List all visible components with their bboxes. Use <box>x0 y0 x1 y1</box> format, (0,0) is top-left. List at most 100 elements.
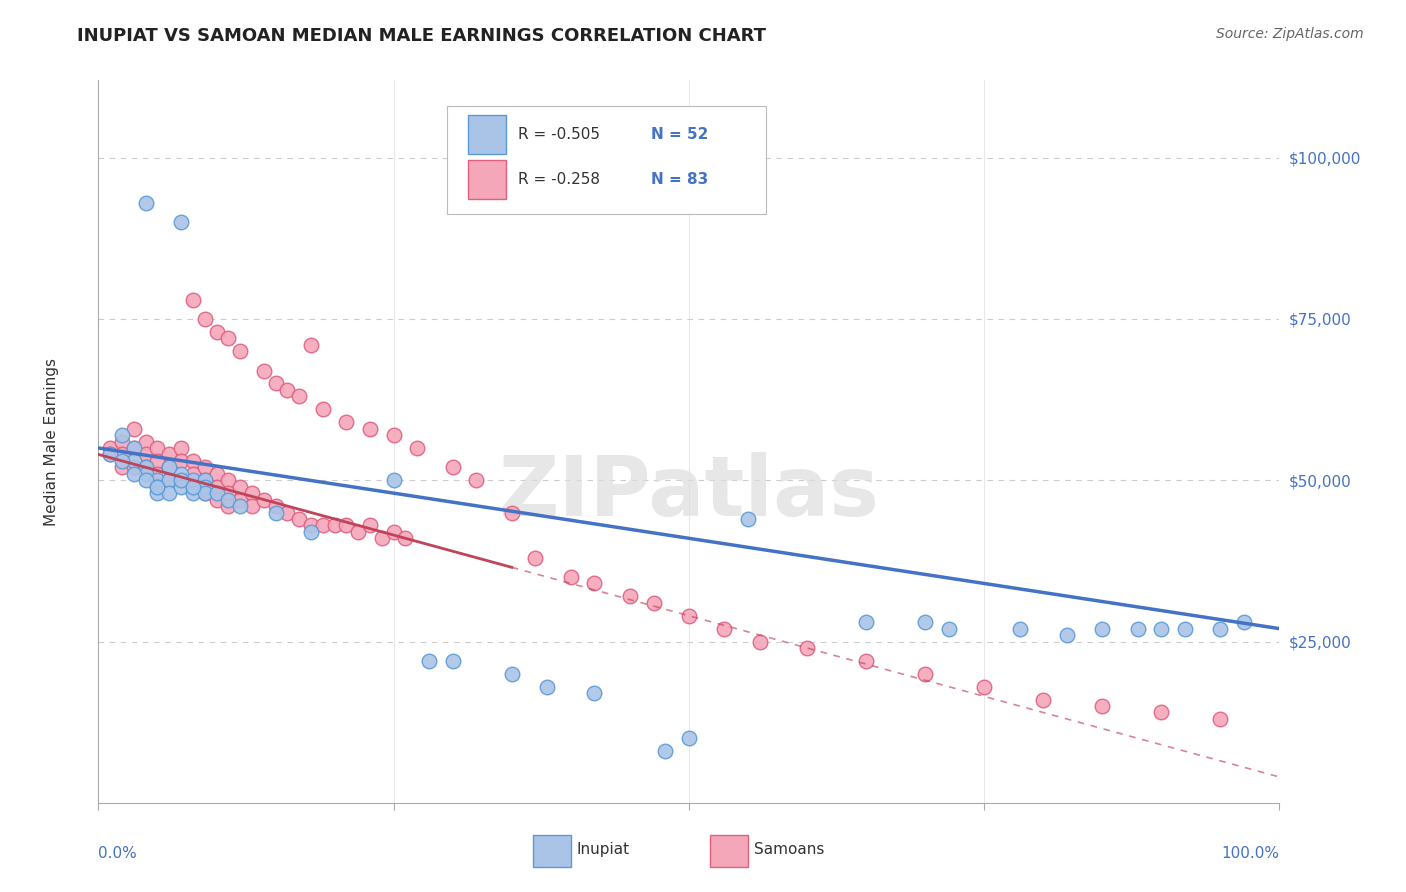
Point <box>205 467 228 481</box>
Point <box>157 486 180 500</box>
Point <box>146 480 169 494</box>
Point <box>146 454 169 468</box>
Point <box>973 680 995 694</box>
Point <box>678 608 700 623</box>
Point <box>229 480 252 494</box>
Point <box>441 654 464 668</box>
Point <box>111 454 134 468</box>
Point <box>229 344 252 359</box>
Point <box>1209 712 1232 726</box>
Point <box>323 518 346 533</box>
Point <box>135 434 157 449</box>
Point <box>1150 622 1173 636</box>
Point <box>146 441 169 455</box>
Point <box>560 570 582 584</box>
Point <box>1209 622 1232 636</box>
Point <box>135 473 157 487</box>
Point <box>312 402 335 417</box>
Point <box>382 524 405 539</box>
Text: R = -0.258: R = -0.258 <box>517 172 600 187</box>
Point <box>288 389 311 403</box>
Point <box>194 486 217 500</box>
Point <box>264 499 287 513</box>
Point <box>194 460 217 475</box>
Point <box>194 480 217 494</box>
Point <box>194 486 217 500</box>
Text: Samoans: Samoans <box>754 842 824 857</box>
FancyBboxPatch shape <box>710 835 748 867</box>
Point <box>111 428 134 442</box>
Point <box>157 460 180 475</box>
Point <box>418 654 440 668</box>
Point <box>205 486 228 500</box>
Point <box>914 666 936 681</box>
Point <box>146 480 169 494</box>
FancyBboxPatch shape <box>533 835 571 867</box>
Point <box>122 441 145 455</box>
Point <box>146 473 169 487</box>
Point <box>1174 622 1197 636</box>
Point <box>643 596 665 610</box>
Text: R = -0.505: R = -0.505 <box>517 127 600 142</box>
Point <box>1008 622 1031 636</box>
Point <box>217 486 239 500</box>
Point <box>194 473 217 487</box>
Point <box>229 499 252 513</box>
Point <box>181 467 204 481</box>
Point <box>1091 699 1114 714</box>
Point <box>98 447 121 461</box>
Point <box>299 338 322 352</box>
Point <box>170 480 193 494</box>
Point <box>335 518 357 533</box>
Point <box>170 467 193 481</box>
Point <box>583 576 606 591</box>
Point <box>299 524 322 539</box>
Text: Inupiat: Inupiat <box>576 842 630 857</box>
Point <box>1032 692 1054 706</box>
Point <box>359 422 381 436</box>
Point <box>181 473 204 487</box>
Point <box>217 331 239 345</box>
Point <box>371 531 394 545</box>
Point <box>253 492 276 507</box>
Point <box>441 460 464 475</box>
Point <box>240 486 263 500</box>
Point <box>217 499 239 513</box>
Point <box>146 486 169 500</box>
Point <box>394 531 416 545</box>
Point <box>524 550 547 565</box>
Point <box>111 447 134 461</box>
Point <box>181 293 204 307</box>
Point <box>678 731 700 746</box>
Point <box>276 506 298 520</box>
Point <box>264 506 287 520</box>
Point <box>1126 622 1149 636</box>
Point <box>406 441 429 455</box>
Point <box>205 325 228 339</box>
Point <box>253 363 276 377</box>
Point <box>135 460 157 475</box>
Point <box>181 480 204 494</box>
Point <box>796 640 818 655</box>
Point <box>217 473 239 487</box>
Point <box>583 686 606 700</box>
Point <box>536 680 558 694</box>
Text: Median Male Earnings: Median Male Earnings <box>44 358 59 525</box>
Point <box>170 473 193 487</box>
Point <box>122 441 145 455</box>
Point <box>465 473 488 487</box>
Point <box>1150 706 1173 720</box>
Point <box>914 615 936 630</box>
Text: N = 83: N = 83 <box>651 172 709 187</box>
Point <box>737 512 759 526</box>
Point <box>111 460 134 475</box>
FancyBboxPatch shape <box>447 105 766 214</box>
Point <box>335 415 357 429</box>
Text: INUPIAT VS SAMOAN MEDIAN MALE EARNINGS CORRELATION CHART: INUPIAT VS SAMOAN MEDIAN MALE EARNINGS C… <box>77 27 766 45</box>
Point <box>135 195 157 210</box>
Point <box>654 744 676 758</box>
Point <box>748 634 770 648</box>
Point <box>122 460 145 475</box>
Point <box>111 434 134 449</box>
Point <box>240 499 263 513</box>
